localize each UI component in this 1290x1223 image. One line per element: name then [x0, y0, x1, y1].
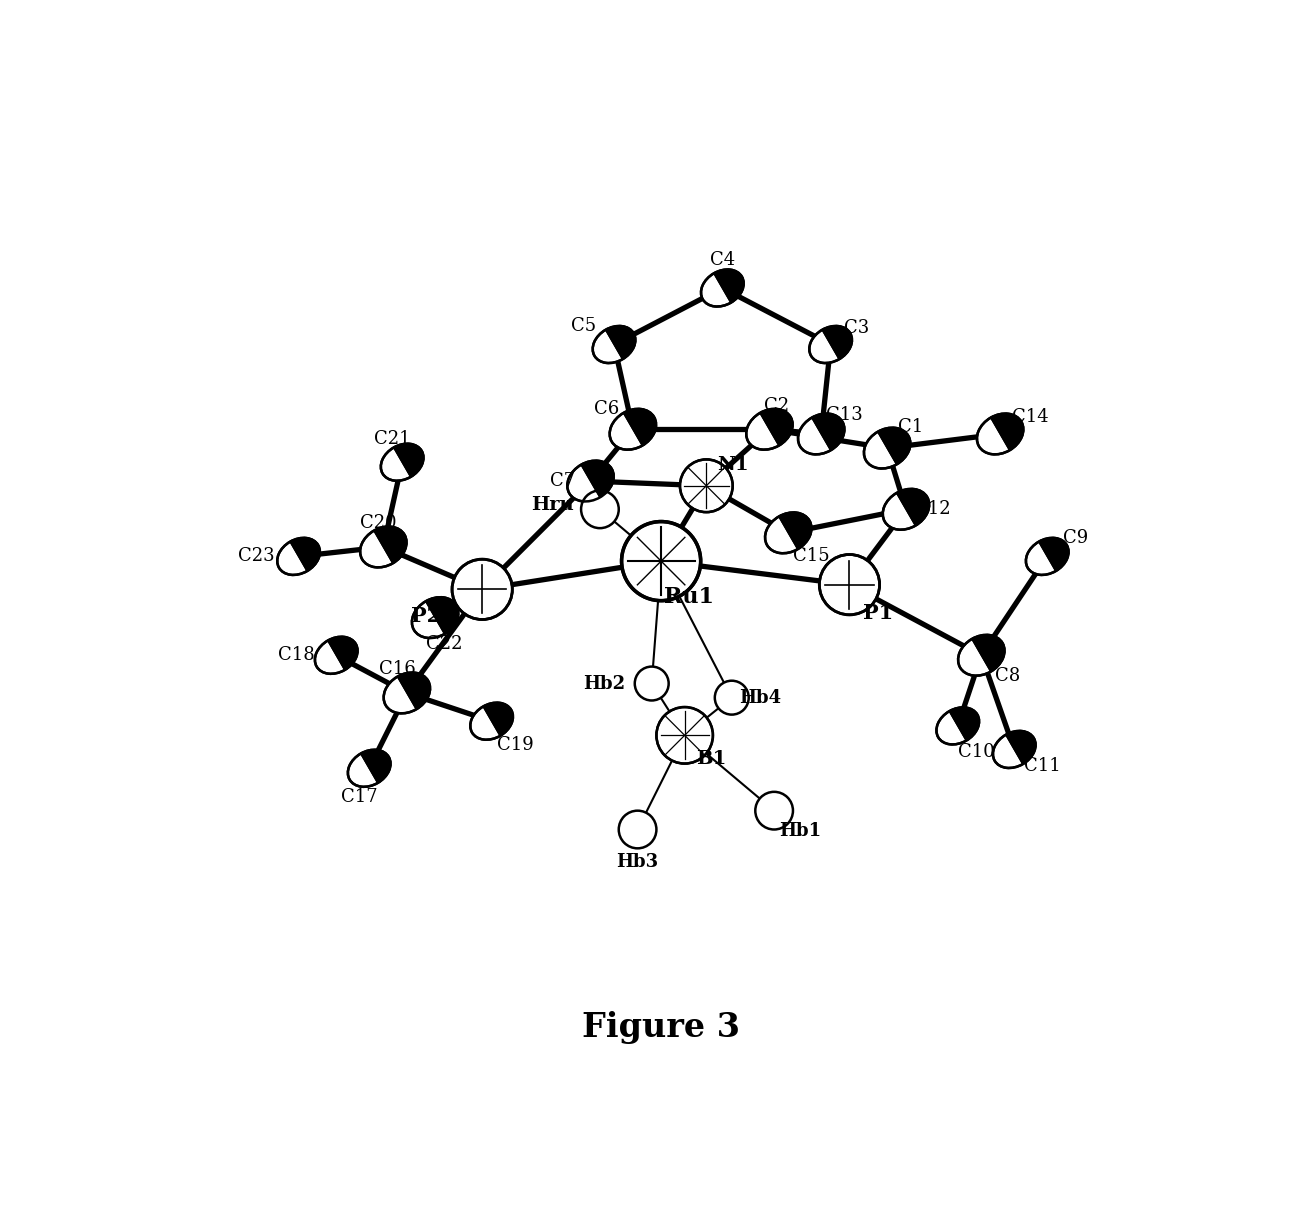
Text: C11: C11 [1024, 757, 1060, 775]
Polygon shape [397, 673, 430, 709]
Text: C16: C16 [379, 660, 415, 679]
Polygon shape [484, 703, 513, 736]
Circle shape [619, 811, 657, 849]
Polygon shape [374, 527, 406, 564]
Text: Hb4: Hb4 [739, 689, 780, 707]
Ellipse shape [993, 731, 1036, 768]
Text: N1: N1 [717, 456, 748, 475]
Ellipse shape [348, 750, 391, 786]
Text: C12: C12 [915, 500, 951, 519]
Ellipse shape [1026, 538, 1068, 575]
Ellipse shape [799, 413, 845, 455]
Polygon shape [328, 637, 357, 670]
Polygon shape [623, 408, 657, 445]
Ellipse shape [412, 597, 458, 638]
Polygon shape [822, 327, 851, 360]
Ellipse shape [568, 461, 614, 501]
Ellipse shape [471, 703, 513, 740]
Text: C6: C6 [593, 400, 619, 417]
Ellipse shape [451, 559, 512, 620]
Text: C14: C14 [1011, 408, 1049, 426]
Text: C15: C15 [793, 548, 829, 565]
Ellipse shape [864, 428, 911, 468]
Ellipse shape [610, 408, 657, 450]
Text: C18: C18 [279, 646, 315, 664]
Ellipse shape [622, 521, 700, 600]
Polygon shape [393, 444, 423, 477]
Text: Hb2: Hb2 [583, 675, 626, 692]
Polygon shape [580, 461, 614, 498]
Ellipse shape [809, 327, 851, 363]
Polygon shape [991, 413, 1023, 450]
Text: C7: C7 [550, 472, 575, 490]
Circle shape [756, 791, 793, 829]
Circle shape [580, 490, 619, 528]
Ellipse shape [680, 460, 733, 512]
Ellipse shape [315, 637, 357, 674]
Ellipse shape [765, 512, 811, 553]
Text: C20: C20 [360, 515, 397, 532]
Polygon shape [779, 512, 811, 549]
Ellipse shape [958, 635, 1005, 675]
Text: Figure 3: Figure 3 [582, 1010, 740, 1043]
Text: C10: C10 [958, 744, 995, 761]
Polygon shape [361, 750, 391, 783]
Text: C5: C5 [571, 317, 596, 335]
Polygon shape [290, 538, 320, 571]
Polygon shape [971, 635, 1005, 671]
Circle shape [715, 681, 748, 714]
Circle shape [635, 667, 668, 701]
Text: C2: C2 [765, 396, 789, 415]
Text: C17: C17 [342, 788, 378, 806]
Ellipse shape [882, 489, 929, 530]
Polygon shape [897, 489, 929, 526]
Text: Hru: Hru [531, 495, 574, 514]
Ellipse shape [277, 538, 320, 575]
Text: C13: C13 [827, 406, 863, 424]
Text: P1: P1 [863, 603, 893, 623]
Text: C4: C4 [710, 251, 735, 269]
Text: C22: C22 [426, 635, 463, 653]
Polygon shape [949, 707, 979, 741]
Ellipse shape [381, 444, 423, 481]
Text: P2: P2 [410, 605, 441, 626]
Ellipse shape [700, 269, 743, 307]
Polygon shape [1006, 731, 1036, 764]
Ellipse shape [937, 707, 979, 745]
Text: Hb1: Hb1 [779, 822, 822, 840]
Text: C8: C8 [995, 667, 1020, 685]
Text: C9: C9 [1063, 528, 1087, 547]
Ellipse shape [657, 707, 713, 763]
Ellipse shape [383, 673, 430, 713]
Ellipse shape [746, 408, 792, 450]
Text: C21: C21 [374, 429, 412, 448]
Ellipse shape [977, 413, 1023, 455]
Text: C23: C23 [237, 548, 275, 565]
Text: Hb3: Hb3 [617, 854, 659, 872]
Text: C3: C3 [845, 318, 869, 336]
Polygon shape [1038, 538, 1068, 571]
Polygon shape [811, 413, 845, 450]
Polygon shape [877, 428, 911, 465]
Text: B1: B1 [695, 750, 726, 768]
Text: C1: C1 [898, 418, 924, 437]
Text: Ru1: Ru1 [664, 586, 715, 608]
Ellipse shape [360, 527, 406, 567]
Polygon shape [760, 408, 792, 445]
Polygon shape [713, 269, 743, 303]
Ellipse shape [819, 554, 880, 615]
Polygon shape [426, 597, 458, 634]
Ellipse shape [592, 327, 636, 363]
Text: C19: C19 [497, 736, 534, 753]
Polygon shape [605, 327, 636, 360]
